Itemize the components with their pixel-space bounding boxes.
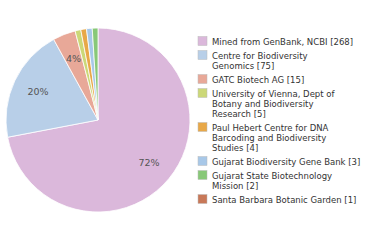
- legend-label: Paul Hebert Centre for DNABarcoding and …: [212, 123, 329, 153]
- legend-label-line: Barcoding and Biodiversity: [212, 133, 326, 143]
- legend-swatch: [198, 157, 207, 166]
- legend-label-line: Botany and Biodiversity: [212, 99, 313, 109]
- legend-swatch: [198, 195, 207, 204]
- legend-swatch: [198, 37, 207, 46]
- legend-label-line: Mined from GenBank, NCBI [268]: [212, 37, 353, 47]
- legend-label-line: Centre for Biodiversity: [212, 51, 308, 61]
- slice-label: 4%: [66, 53, 81, 64]
- legend-label: Gujarat Biodiversity Gene Bank [3]: [212, 157, 360, 167]
- slice: [81, 29, 98, 120]
- legend-label-line: Gujarat Biodiversity Gene Bank [3]: [212, 157, 360, 167]
- legend-swatch: [198, 89, 207, 98]
- legend-label: University of Vienna, Dept ofBotany and …: [212, 89, 335, 119]
- slice-labels: 72% 20% 4%: [28, 53, 160, 168]
- slice-label: 72%: [138, 157, 159, 168]
- legend-swatch: [198, 171, 207, 180]
- slice: [86, 28, 98, 120]
- legend-label: Santa Barbara Botanic Garden [1]: [212, 195, 356, 205]
- slice-label: 20%: [28, 86, 49, 97]
- legend-swatch: [198, 123, 207, 132]
- chart: 72% 20% 4% Mined from GenBank, NCBI [268] Ce…: [0, 0, 380, 240]
- legend-label-line: Genomics [75]: [212, 61, 274, 71]
- legend-label: Gujarat State BiotechnologyMission [2]: [212, 171, 332, 191]
- legend-label-line: GATC Biotech AG [15]: [212, 75, 304, 85]
- slices: [6, 28, 190, 212]
- legend-swatch: [198, 51, 207, 60]
- legend-label-line: Studies [4]: [212, 143, 258, 153]
- legend-label-line: Mission [2]: [212, 181, 258, 191]
- slice: [92, 28, 98, 120]
- legend-label-line: Research [5]: [212, 109, 266, 119]
- legend-label-line: Gujarat State Biotechnology: [212, 171, 332, 181]
- legend-label-line: Santa Barbara Botanic Garden [1]: [212, 195, 356, 205]
- legend-label: GATC Biotech AG [15]: [212, 75, 304, 85]
- legend: Mined from GenBank, NCBI [268] Centre for…: [198, 37, 360, 205]
- legend-label-line: Paul Hebert Centre for DNA: [212, 123, 329, 133]
- legend-swatch: [198, 75, 207, 84]
- legend-label: Centre for BiodiversityGenomics [75]: [212, 51, 308, 71]
- legend-label: Mined from GenBank, NCBI [268]: [212, 37, 353, 47]
- legend-label-line: University of Vienna, Dept of: [212, 89, 335, 99]
